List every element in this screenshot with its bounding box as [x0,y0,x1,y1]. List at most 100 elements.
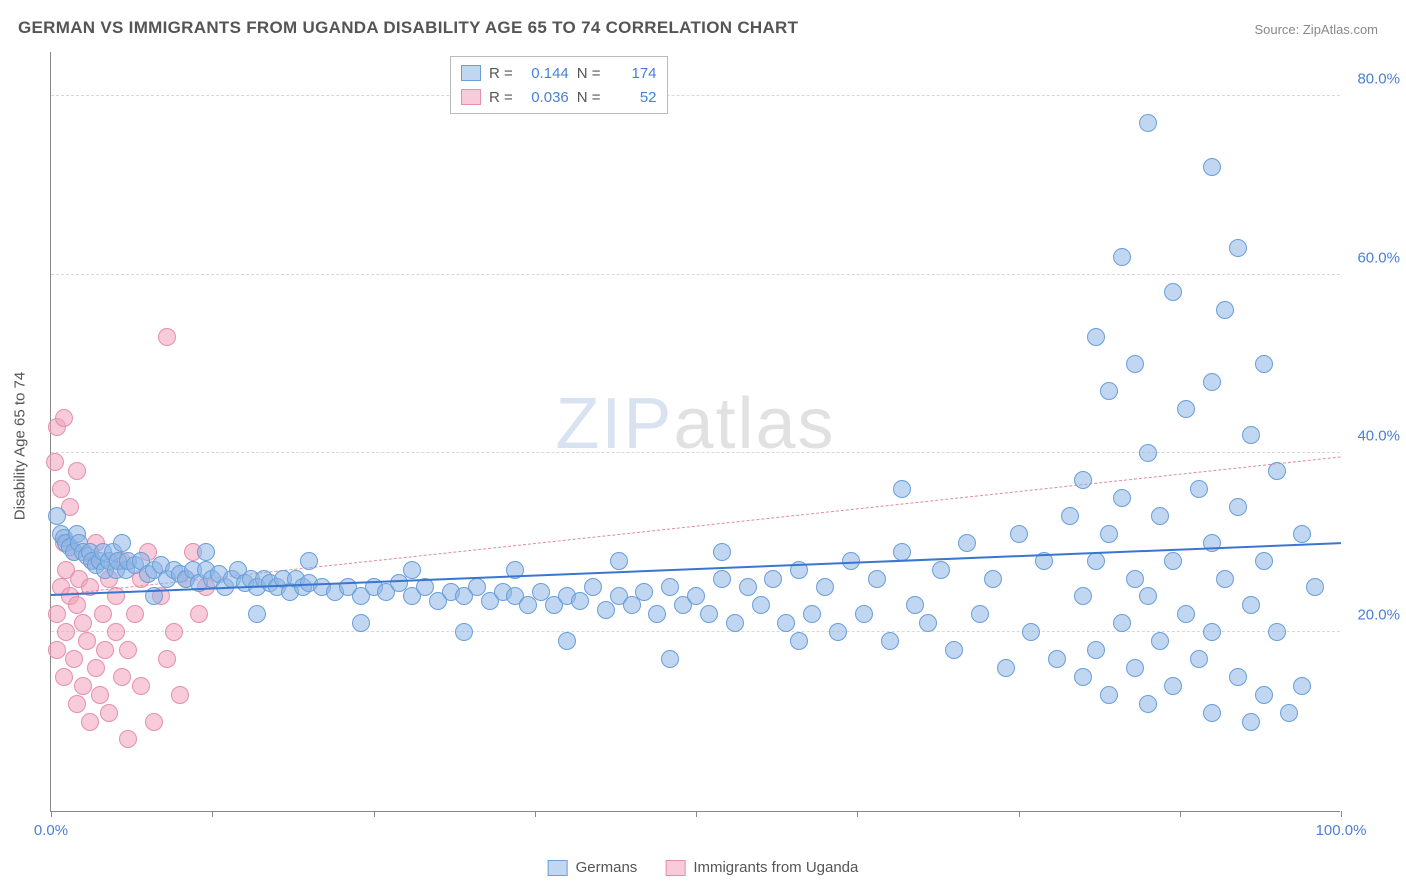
germans-point [1139,444,1157,462]
y-axis-label: Disability Age 65 to 74 [12,372,29,520]
uganda-point [113,668,131,686]
germans-point [558,632,576,650]
n-label: N = [577,89,601,106]
germans-point [777,614,795,632]
uganda-point [107,587,125,605]
n-value-uganda: 52 [609,89,657,106]
germans-point [1113,489,1131,507]
germans-point [1074,587,1092,605]
swatch-germans [548,860,568,876]
uganda-point [78,632,96,650]
germans-point [113,534,131,552]
germans-point [1229,239,1247,257]
germans-point [1164,552,1182,570]
stats-legend: R = 0.144 N = 174 R = 0.036 N = 52 [450,56,668,114]
germans-point [1074,668,1092,686]
germans-point [197,543,215,561]
germans-point [1100,686,1118,704]
uganda-point [100,704,118,722]
germans-point [1268,462,1286,480]
stats-row-uganda: R = 0.036 N = 52 [461,85,657,109]
uganda-point [91,686,109,704]
germans-point [1203,623,1221,641]
germans-point [1242,596,1260,614]
uganda-point [132,677,150,695]
germans-point [1280,704,1298,722]
germans-point [1139,587,1157,605]
germans-point [739,578,757,596]
germans-point [868,570,886,588]
germans-point [1293,677,1311,695]
germans-point [1242,713,1260,731]
germans-point [403,561,421,579]
uganda-point [119,730,137,748]
germans-point [945,641,963,659]
stats-row-germans: R = 0.144 N = 174 [461,61,657,85]
uganda-point [145,713,163,731]
germans-point [1216,570,1234,588]
germans-point [1010,525,1028,543]
uganda-point [68,596,86,614]
germans-point [816,578,834,596]
germans-point [790,632,808,650]
xtick [1341,811,1342,817]
gridline [51,274,1340,275]
uganda-point [94,605,112,623]
uganda-point [119,641,137,659]
germans-point [1139,695,1157,713]
germans-point [881,632,899,650]
germans-point [455,623,473,641]
uganda-point [190,605,208,623]
germans-point [1113,248,1131,266]
germans-point [1306,578,1324,596]
germans-point [1164,283,1182,301]
germans-point [519,596,537,614]
germans-point [1151,507,1169,525]
germans-point [971,605,989,623]
germans-point [1061,507,1079,525]
germans-point [1100,525,1118,543]
uganda-point [55,409,73,427]
legend-label-germans: Germans [576,859,638,876]
germans-point [1126,355,1144,373]
germans-point [932,561,950,579]
uganda-point [48,641,66,659]
r-label: R = [489,65,513,82]
xtick [696,811,697,817]
germans-point [48,507,66,525]
plot-area: ZIPatlas 20.0%40.0%60.0%80.0%0.0%100.0% [50,52,1340,812]
n-label: N = [577,65,601,82]
germans-point [958,534,976,552]
uganda-point [171,686,189,704]
germans-point [984,570,1002,588]
uganda-point [57,623,75,641]
germans-point [1242,426,1260,444]
germans-point [584,578,602,596]
germans-point [635,583,653,601]
uganda-point [96,641,114,659]
germans-point [1113,614,1131,632]
r-value-uganda: 0.036 [521,89,569,106]
germans-point [661,650,679,668]
germans-point [1126,659,1144,677]
bottom-legend: Germans Immigrants from Uganda [548,859,859,876]
uganda-point [48,605,66,623]
germans-point [1087,552,1105,570]
source-label: Source: ZipAtlas.com [1254,22,1378,37]
watermark-part1: ZIP [555,383,673,463]
germans-point [1022,623,1040,641]
gridline [51,95,1340,96]
germans-point [855,605,873,623]
germans-point [906,596,924,614]
uganda-point [74,614,92,632]
watermark-part2: atlas [673,383,835,463]
germans-point [687,587,705,605]
germans-point [661,578,679,596]
germans-point [1293,525,1311,543]
germans-point [1255,686,1273,704]
uganda-point [52,480,70,498]
uganda-point [165,623,183,641]
ytick-label: 40.0% [1357,428,1400,445]
germans-point [713,543,731,561]
germans-point [300,552,318,570]
